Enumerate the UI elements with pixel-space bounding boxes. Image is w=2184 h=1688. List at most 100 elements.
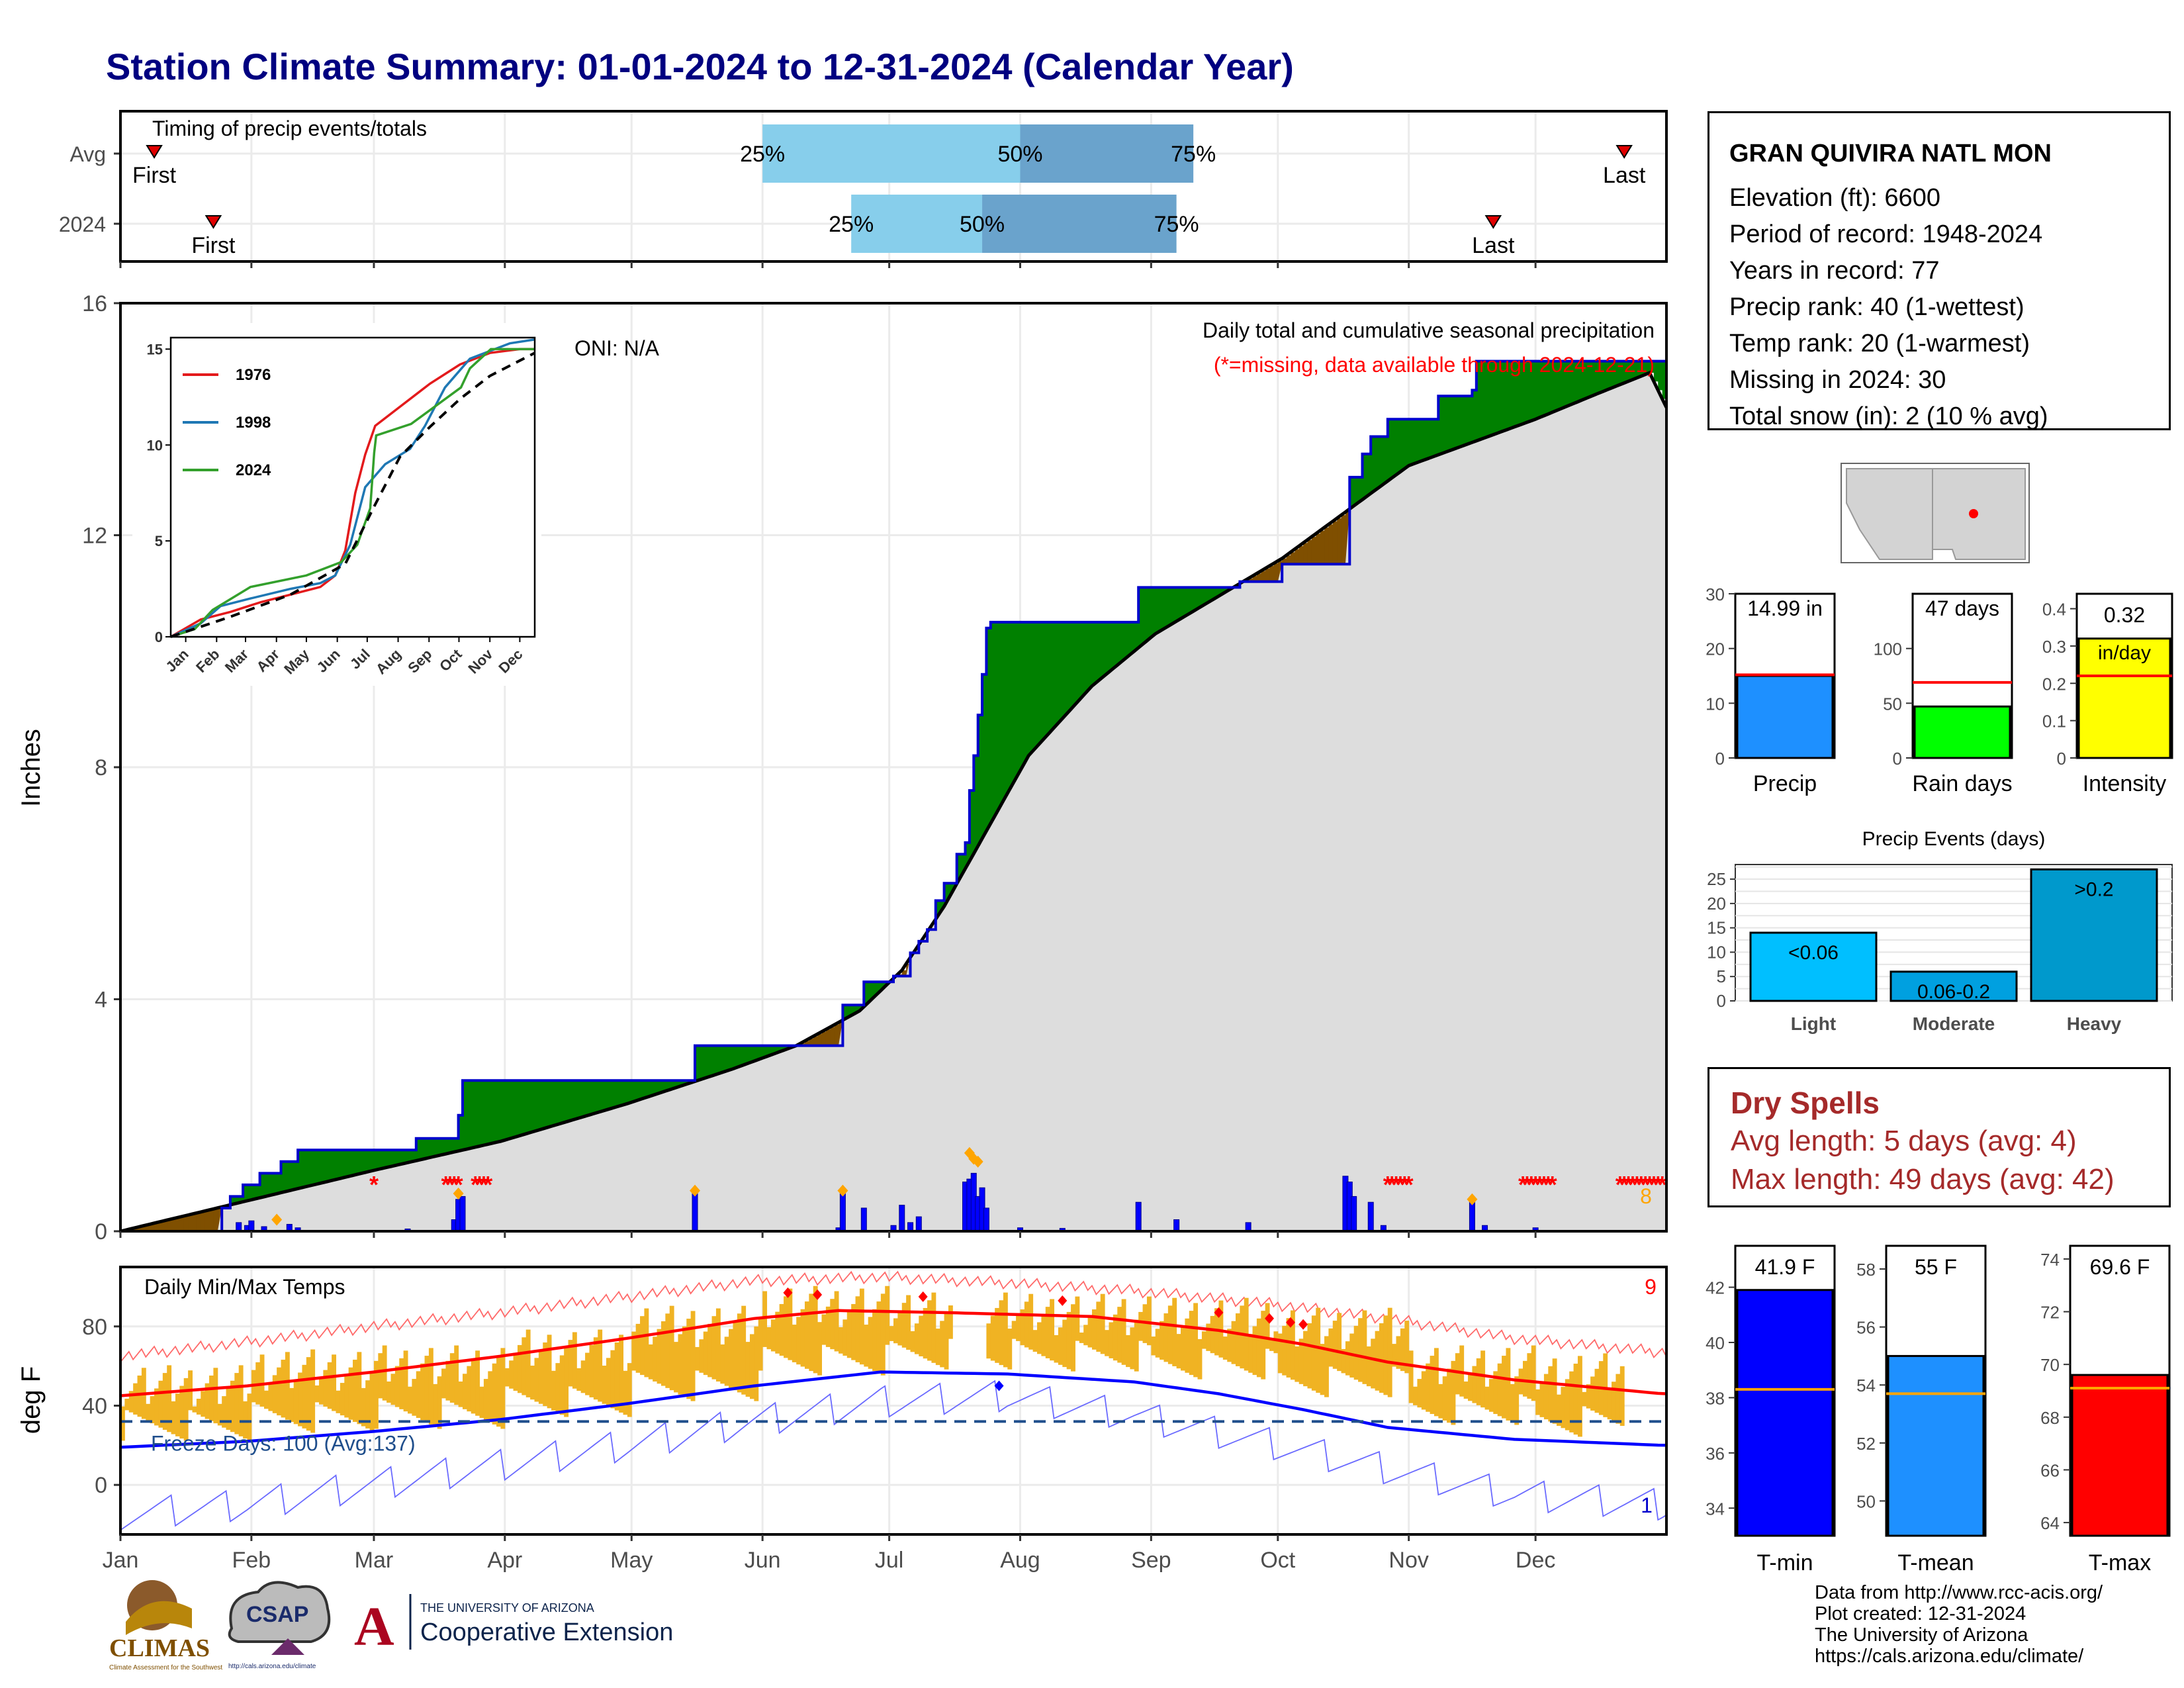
precip-above-avg-fill: [1480, 361, 1486, 440]
events-title: Precip Events (days): [1862, 828, 2046, 850]
temp-daily-bar: [323, 1370, 328, 1407]
precip-above-avg-fill: [715, 1045, 721, 1075]
precip-above-avg-fill: [842, 1005, 848, 1021]
precip-above-avg-fill: [1582, 361, 1587, 400]
temp-daily-bar: [809, 1293, 814, 1372]
temp-daily-bar: [678, 1334, 683, 1395]
precip-above-avg-fill: [340, 1150, 345, 1179]
precip-above-avg-fill: [357, 1150, 362, 1175]
precip-above-avg-fill: [1552, 361, 1557, 412]
temp-title: Daily Min/Max Temps: [144, 1275, 345, 1299]
precip-above-avg-fill: [1050, 622, 1055, 733]
tmax-y-tick-label: 66: [2040, 1460, 2060, 1480]
temp-daily-bar: [1189, 1311, 1194, 1376]
temp-daily-bar: [1341, 1348, 1346, 1374]
temp-daily-bar: [1248, 1334, 1253, 1373]
precip-above-avg-fill: [454, 1138, 459, 1152]
precip-below-avg-fill: [1282, 558, 1287, 565]
events-category-label: Moderate: [1913, 1013, 1995, 1034]
tmax-y-tick-label: 64: [2040, 1513, 2060, 1533]
temp-daily-bar: [1121, 1299, 1126, 1365]
temp-daily-bar: [445, 1360, 451, 1401]
precip-daily-bar: [692, 1193, 698, 1232]
temp-daily-bar: [318, 1378, 324, 1405]
temp-daily-bar: [205, 1383, 210, 1419]
footer-source: Data from http://www.rcc-acis.org/: [1815, 1582, 2103, 1603]
precip-heavy-marker: [271, 1213, 283, 1226]
precip_total-y-tick-label: 30: [1706, 585, 1725, 604]
precip-below-avg-fill: [1286, 555, 1291, 565]
temp-daily-bar: [403, 1350, 408, 1412]
temp-daily-bar: [1160, 1321, 1164, 1360]
temp-x-tick-label: Jun: [745, 1548, 781, 1573]
events-y-tick-label: 20: [1707, 894, 1726, 914]
temp-daily-bar: [715, 1308, 721, 1382]
temp-daily-bar: [1050, 1299, 1055, 1361]
precip-above-avg-fill: [1658, 361, 1663, 391]
precip-above-avg-fill: [336, 1150, 341, 1180]
temp-daily-bar: [285, 1352, 290, 1420]
temp-daily-bar: [817, 1322, 822, 1376]
precip-above-avg-fill: [259, 1173, 265, 1198]
precip-above-avg-fill: [678, 1080, 683, 1087]
precip-above-avg-fill: [310, 1150, 316, 1186]
precip-missing-marker: *: [1641, 1171, 1650, 1198]
temp-daily-bar: [784, 1296, 788, 1358]
precip-above-avg-fill: [1598, 361, 1604, 393]
precip-above-avg-fill: [644, 1080, 649, 1098]
precip-above-avg-fill: [238, 1196, 244, 1203]
precip-below-avg-fill: [1328, 524, 1334, 565]
precip-above-avg-fill: [593, 1080, 598, 1114]
precip-above-avg-fill: [695, 1045, 700, 1082]
temp-daily-bar: [555, 1363, 561, 1413]
precip-missing-marker: *: [1649, 1171, 1659, 1198]
precip-above-avg-fill: [547, 1080, 552, 1128]
temp-daily-bar: [640, 1316, 645, 1376]
precip-above-avg-fill: [846, 1005, 852, 1018]
dry-spells-max: Max length: 49 days (avg: 42): [1731, 1163, 2115, 1196]
temp-daily-bar: [1484, 1386, 1490, 1410]
precip-above-avg-fill: [627, 1080, 632, 1104]
precip-below-avg-fill: [809, 1039, 814, 1046]
temp-daily-bar: [1214, 1308, 1219, 1356]
precip-above-avg-fill: [403, 1150, 408, 1164]
temp-daily-bar: [390, 1374, 396, 1405]
temp-daily-bar: [804, 1301, 809, 1369]
precip-above-avg-fill: [462, 1080, 467, 1150]
temp-daily-bar: [1320, 1344, 1325, 1395]
rain_days-y-tick-label: 0: [1893, 749, 1902, 769]
intensity-axis-label: Intensity: [2083, 771, 2167, 796]
temp-daily-bar: [1181, 1326, 1185, 1371]
timing-p75-label: 75%: [1171, 142, 1216, 167]
precip-above-avg-fill: [1054, 622, 1059, 728]
precip-above-avg-fill: [1134, 622, 1139, 651]
temp-record-high-count: 9: [1645, 1275, 1657, 1299]
temp-daily-bar: [247, 1393, 252, 1441]
temp-daily-bar: [627, 1363, 632, 1417]
station-name: GRAN QUIVIRA NATL MON: [1729, 140, 2052, 167]
tmean-value-label: 55 F: [1915, 1255, 1957, 1279]
temp-daily-bar: [842, 1319, 848, 1356]
temp-daily-bar: [889, 1326, 894, 1341]
precip-above-avg-fill: [1362, 453, 1367, 500]
precip-above-avg-fill: [1463, 396, 1469, 445]
precip-below-avg-fill: [205, 1211, 210, 1231]
temp-daily-bar: [614, 1342, 619, 1411]
tmin-value-label: 41.9 F: [1755, 1255, 1815, 1279]
temp-daily-bar: [277, 1367, 282, 1416]
temp-daily-bar: [1185, 1318, 1190, 1373]
precip-above-avg-fill: [277, 1173, 282, 1194]
temp-daily-bar: [1493, 1371, 1498, 1415]
temp-daily-bar: [868, 1317, 873, 1369]
temp-daily-bar: [660, 1321, 666, 1386]
precip-above-avg-fill: [580, 1080, 586, 1118]
precip-below-avg-fill: [1337, 518, 1342, 565]
temp-x-tick-label: Apr: [487, 1548, 522, 1573]
intensity-unit-label: in/day: [2098, 642, 2151, 664]
precip-above-avg-fill: [1408, 419, 1414, 466]
precip-above-avg-fill: [568, 1080, 573, 1121]
timing-event-label: First: [191, 233, 236, 258]
precip-heavy-marker: [690, 1184, 701, 1197]
precip-below-avg-fill: [1265, 568, 1270, 582]
